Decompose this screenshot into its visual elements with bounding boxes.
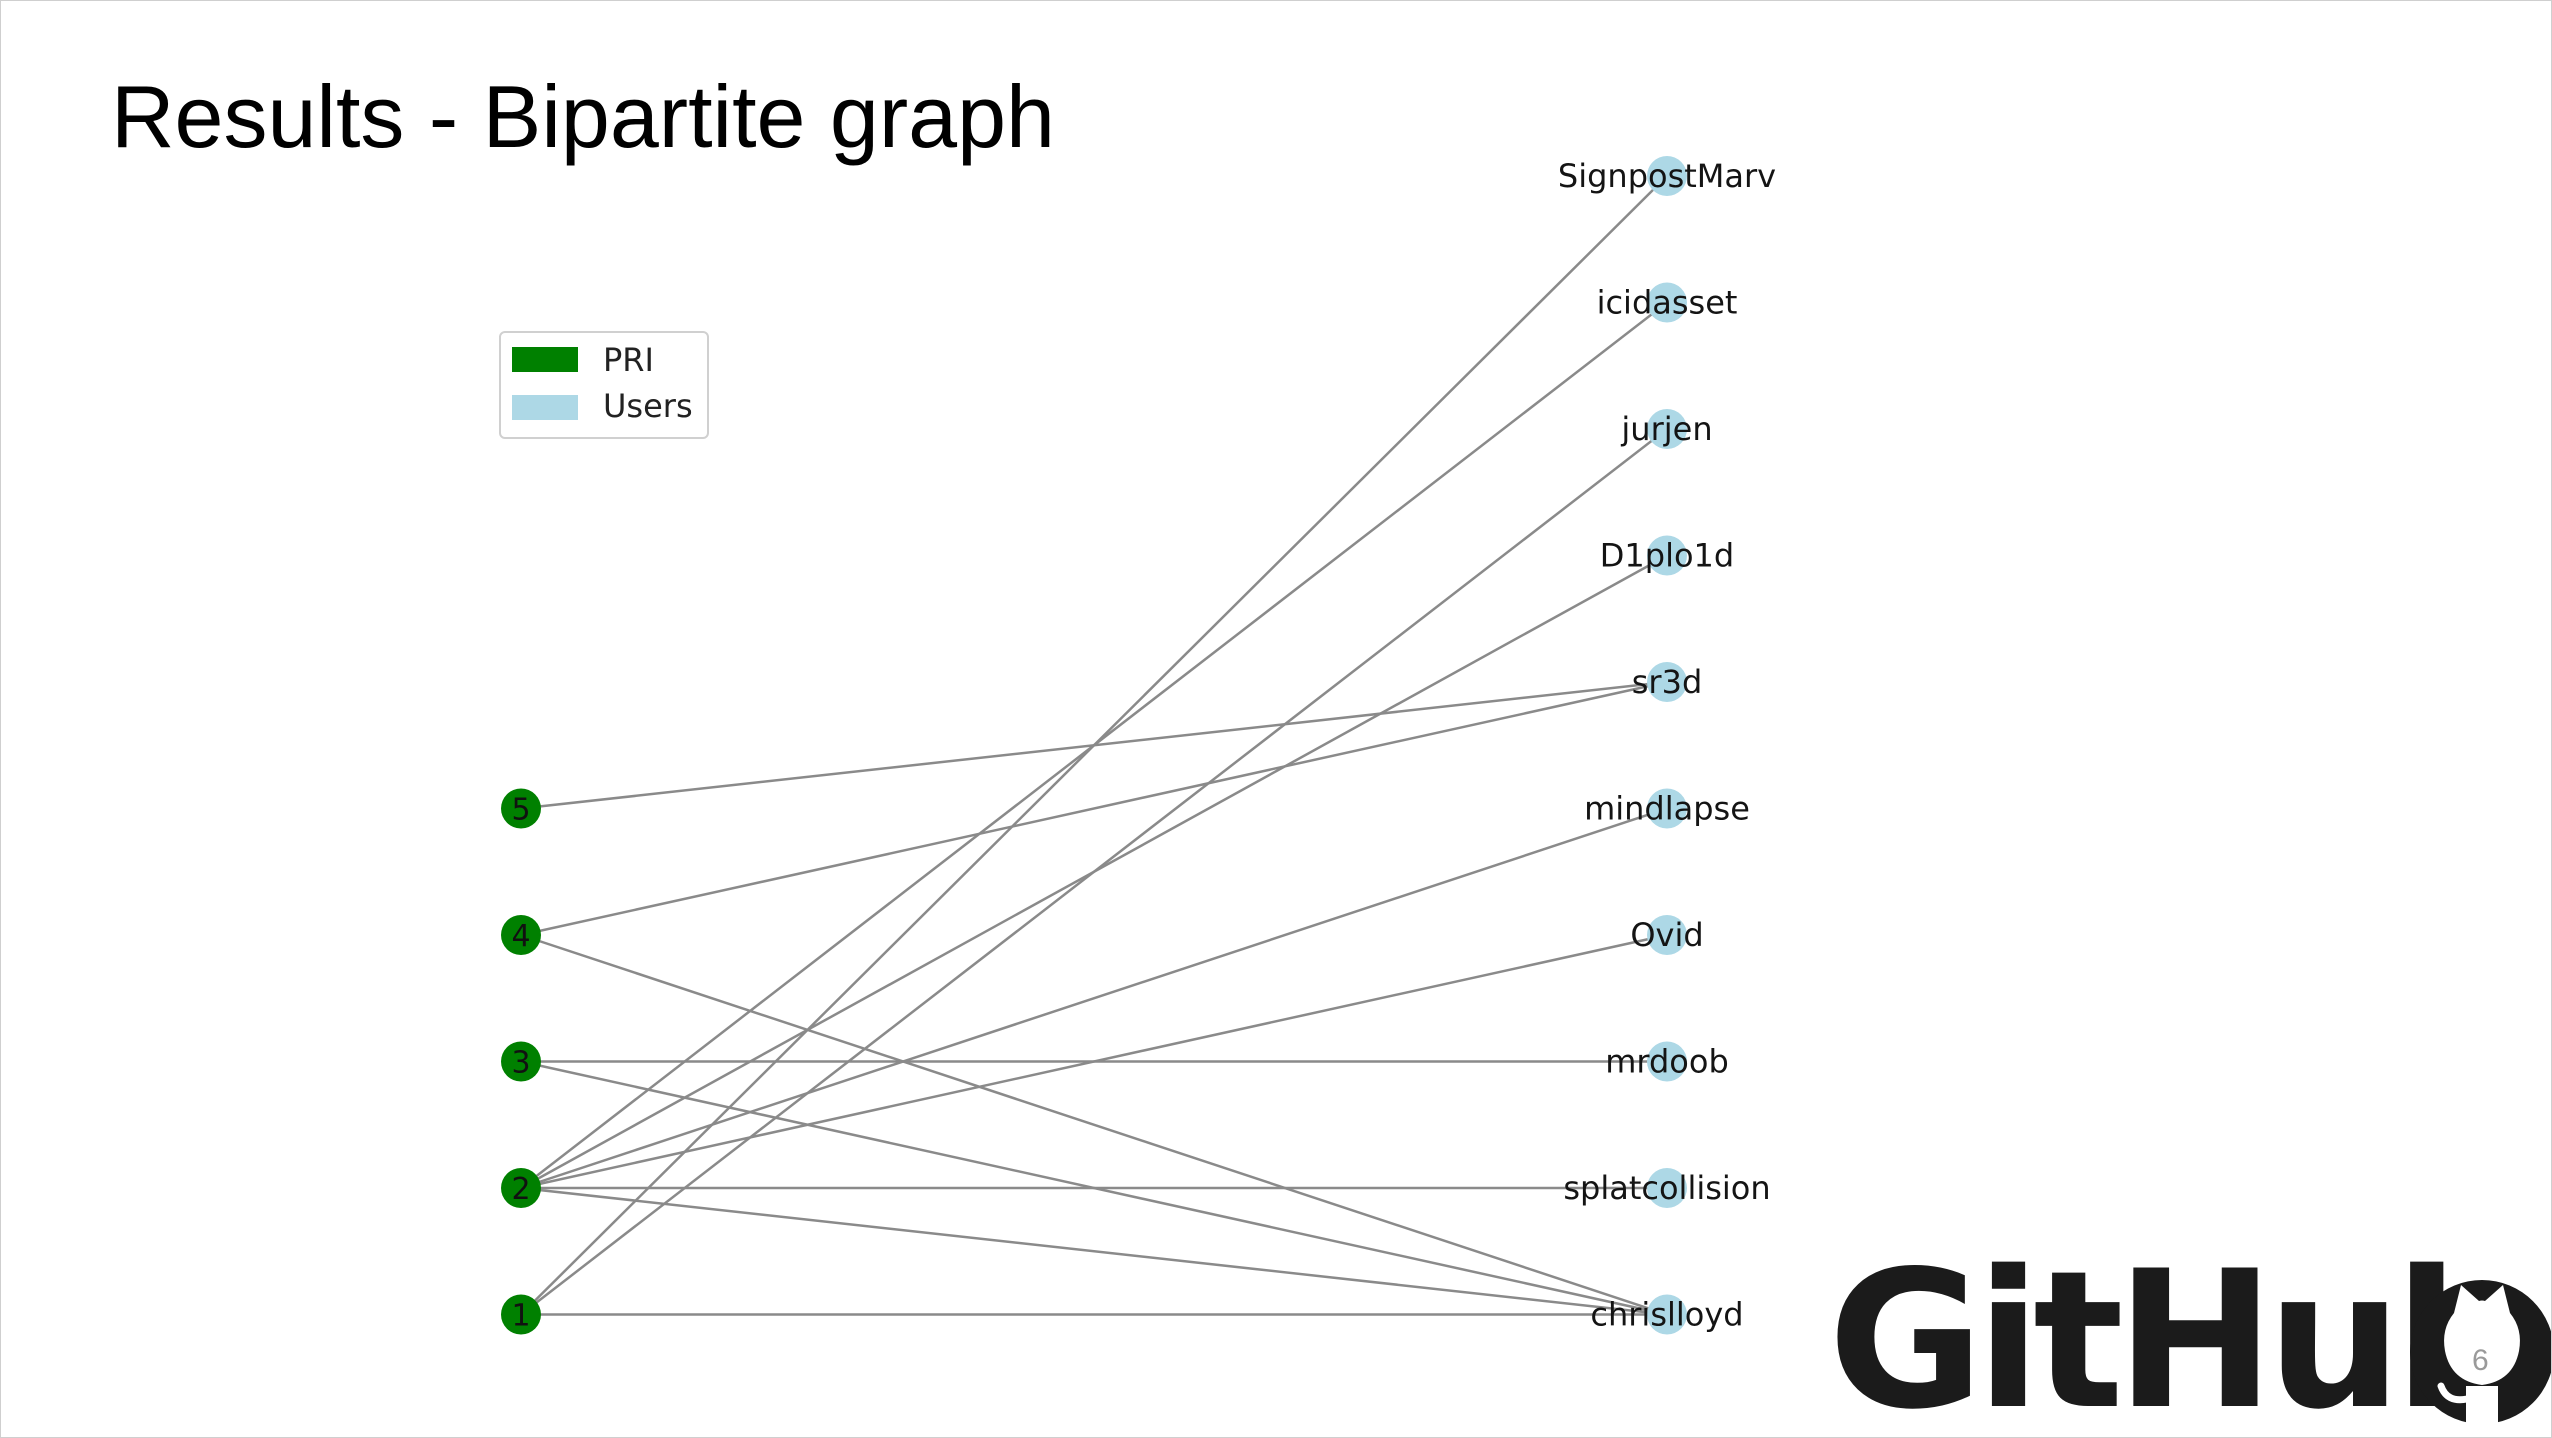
pri-label-5: 5 (511, 793, 530, 828)
edge-4-sr3d (520, 680, 1668, 937)
user-node-icidasset (1647, 282, 1687, 323)
pri-label-3: 3 (511, 1046, 530, 1081)
slide-title: Results - Bipartite graph (111, 67, 1055, 166)
pri-node-5 (501, 788, 541, 829)
edge-1-jurjen (520, 428, 1668, 1316)
user-label-sr3d: sr3d (1632, 663, 1703, 701)
user-label-splatcollision: splatcollision (1563, 1169, 1770, 1207)
legend-label-users: Users (603, 387, 693, 425)
user-node-mrdoob (1647, 1041, 1687, 1082)
pri-label-2: 2 (511, 1172, 530, 1207)
user-label-mrdoob: mrdoob (1605, 1043, 1729, 1081)
pri-label-4: 4 (511, 919, 530, 954)
pri-label-1: 1 (511, 1299, 530, 1334)
pri-node-1 (501, 1294, 541, 1335)
edge-2-Ovid (520, 933, 1668, 1190)
user-node-D1plo1d (1647, 535, 1687, 576)
user-label-jurjen: jurjen (1620, 410, 1712, 448)
pri-node-4 (501, 915, 541, 955)
legend: PRI Users (499, 331, 709, 439)
user-node-mindlapse (1647, 788, 1687, 829)
user-node-jurjen (1647, 409, 1687, 449)
pri-node-3 (501, 1041, 541, 1082)
edge-1-SignpostMarv (520, 175, 1668, 1316)
page-number: 6 (2472, 1344, 2489, 1377)
edge-2-chrislloyd (520, 1186, 1668, 1316)
edge-4-chrislloyd (520, 933, 1668, 1316)
user-node-splatcollision (1647, 1168, 1687, 1208)
pri-nodes-layer: 5 4 3 2 1 (501, 788, 541, 1335)
legend-swatch-users (512, 395, 578, 420)
edges-layer (520, 175, 1668, 1316)
user-node-sr3d (1647, 662, 1687, 702)
user-label-icidasset: icidasset (1597, 284, 1738, 322)
pri-node-2 (501, 1168, 541, 1208)
user-label-chrislloyd: chrislloyd (1590, 1296, 1743, 1334)
user-node-SignpostMarv (1647, 156, 1687, 196)
user-node-chrislloyd (1647, 1294, 1687, 1335)
github-octocat-icon (2410, 1280, 2551, 1424)
user-label-D1plo1d: D1plo1d (1600, 537, 1734, 575)
legend-label-pri: PRI (603, 341, 654, 379)
user-nodes-layer: SignpostMarv icidasset jurjen D1plo1d sr3d mi… (1558, 156, 1776, 1335)
user-label-SignpostMarv: SignpostMarv (1558, 157, 1776, 195)
user-node-Ovid (1647, 915, 1687, 955)
legend-swatch-pri (512, 347, 578, 372)
user-label-mindlapse: mindlapse (1584, 790, 1750, 828)
github-logo: GitHub 6 (1828, 1230, 2551, 1437)
user-label-Ovid: Ovid (1630, 916, 1703, 954)
